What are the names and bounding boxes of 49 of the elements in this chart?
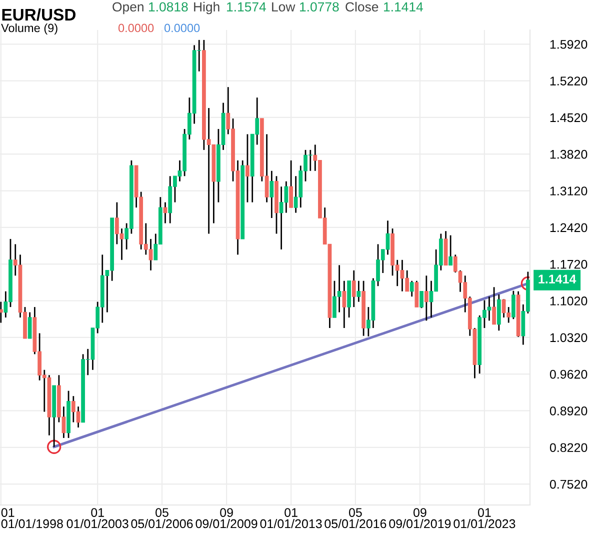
candlestick xyxy=(163,202,168,224)
x-tick-label: 05 05/01/2006 xyxy=(131,508,193,528)
chart-title: EUR/USD xyxy=(2,8,76,21)
x-tick-label: 01 01/01/2003 xyxy=(66,508,128,528)
candlestick xyxy=(420,290,424,309)
text: 1.1574 xyxy=(227,2,266,12)
candlestick xyxy=(448,234,452,266)
y-tick-label: 1.0320 xyxy=(550,333,588,342)
annotation: 1.1414 xyxy=(538,274,576,284)
candlestick xyxy=(270,170,274,219)
candlestick xyxy=(342,280,346,329)
y-tick-label: 1.3120 xyxy=(550,186,588,196)
y-tick-label: 1.5920 xyxy=(550,40,588,49)
candlestick xyxy=(0,301,3,324)
annotation: 0.0000 xyxy=(118,24,154,32)
x-tick-label: 09 09/01/2019 xyxy=(389,508,451,528)
y-tick-label: 1.2420 xyxy=(550,223,588,232)
candlestick xyxy=(410,280,414,298)
y-tick-label: 1.4520 xyxy=(550,113,588,122)
y-tick-label: 1.3820 xyxy=(550,150,588,159)
candlestick xyxy=(492,286,496,326)
y-tick-label: 1.1720 xyxy=(550,260,588,269)
text: Close xyxy=(346,2,378,12)
y-tick-label: 0.8920 xyxy=(550,406,588,416)
text: 1.1414 xyxy=(384,2,423,12)
text: Open xyxy=(112,2,144,14)
y-tick-label: 0.8220 xyxy=(550,443,588,452)
text: 1.0778 xyxy=(300,2,339,12)
y-tick-label: 1.5220 xyxy=(550,76,588,86)
x-tick-label: 09 09/01/2009 xyxy=(196,508,258,528)
x-tick-label: 01 01/01/1998 xyxy=(1,508,63,528)
y-tick-label: 0.7520 xyxy=(550,480,588,489)
candlestick xyxy=(356,280,361,302)
candlestick xyxy=(424,274,428,322)
x-tick-label: 05 05/01/2016 xyxy=(324,508,386,528)
candlestick xyxy=(511,290,516,320)
y-tick-label: 0.9620 xyxy=(550,370,588,379)
text: 1.0818 xyxy=(149,2,188,12)
candlestick xyxy=(352,270,356,308)
text: High xyxy=(194,2,220,14)
text: Low xyxy=(272,2,296,12)
x-tick-label: 01 01/01/2013 xyxy=(260,508,322,528)
candlestick xyxy=(28,312,32,340)
y-tick-label: 1.1020 xyxy=(550,296,588,306)
candlestick xyxy=(289,160,293,208)
x-tick-label: 01 01/01/2023 xyxy=(454,508,516,528)
annotation: 0.0000 xyxy=(164,24,200,32)
annotation: Volume (9) xyxy=(1,24,58,34)
candlestick xyxy=(246,134,250,203)
